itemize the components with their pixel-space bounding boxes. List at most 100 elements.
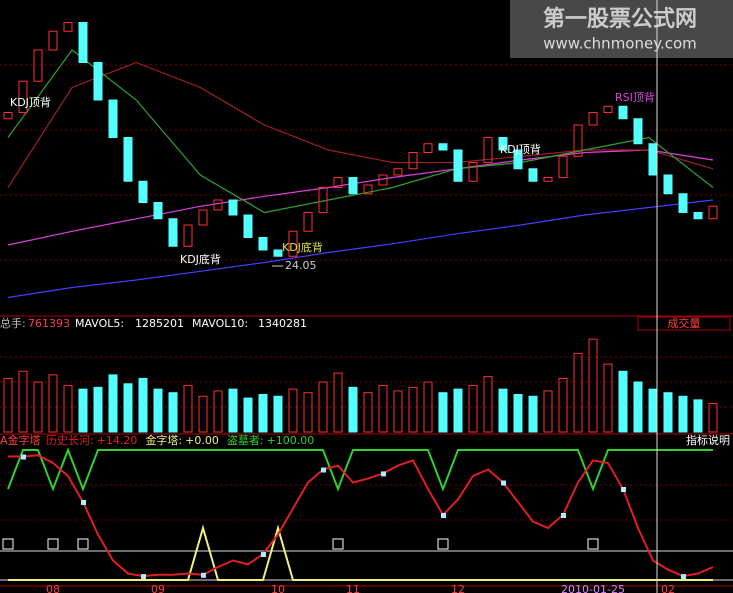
candle [138,180,148,203]
indicator-line [8,524,713,581]
indicator-title: A金字塔 [0,433,41,447]
candle [513,149,523,170]
volume-bar [33,381,43,433]
volume-bar [648,388,658,433]
volume-bar [423,381,433,433]
candle [543,177,553,182]
volume-bar [93,386,103,433]
annotation: KDJ底背 [180,252,221,266]
annotation: KDJ底背 [282,240,323,254]
volume-bar [663,392,673,433]
point-marker [381,471,386,477]
volume-bar [288,388,298,433]
point-marker [141,574,146,580]
candle [483,137,493,163]
volume-bar [108,374,118,433]
volume-bar [198,395,208,433]
candle [438,143,448,151]
volume-header: 761393 [28,317,70,330]
annotation: RSI顶背 [615,90,655,104]
candle [648,143,658,176]
candle [123,137,133,182]
volume-bar [483,376,493,433]
candle [378,174,388,186]
signal-marker [47,538,59,550]
series-value: +0.00 [185,434,219,447]
volume-bar [348,386,358,433]
date-label: 09 [151,583,165,593]
series-name: 历史长河: [46,434,94,447]
point-marker [321,467,326,473]
candle [393,168,403,176]
volume-bar [678,395,688,433]
volume-bar [168,392,178,433]
candle [258,237,268,251]
point-marker [681,574,686,580]
volume-bar [453,388,463,433]
volume-bar [498,388,508,433]
indicator-box[interactable] [637,316,731,331]
series-name: 金字塔: [145,433,182,447]
candle [198,209,208,226]
date-label: 12 [451,583,465,593]
candle [453,149,463,182]
volume-header: 总手: [0,316,26,330]
moving-average [7,49,714,214]
volume-bar [243,397,253,433]
volume-bar [48,374,58,433]
moving-average [7,149,714,246]
annotation: KDJ顶背 [500,142,541,156]
signal-marker [587,538,599,550]
moving-average [7,199,714,299]
candle [243,214,253,238]
volume-bar [633,381,643,433]
candle [603,105,613,113]
candle [3,112,13,120]
candle [153,202,163,220]
candle [423,143,433,153]
candle [78,22,88,63]
volume-header: 1340281 [258,317,307,330]
volume-bar [228,388,238,433]
candle [48,30,58,51]
volume-bar [543,390,553,433]
candle [33,49,43,82]
candle [228,199,238,216]
volume-bar [438,392,448,433]
series-name: 盗墓者: [227,434,264,447]
candle [693,212,703,220]
volume-bar [333,372,343,433]
date-label: 10 [271,583,285,593]
date-label: 02 [661,583,675,593]
signal-marker [77,538,89,550]
point-marker [261,552,266,557]
candle [633,118,643,145]
candle [468,162,478,182]
indicator-line [8,454,714,578]
point-marker [441,513,446,518]
series-value: +100.00 [267,434,315,447]
candle [363,184,373,195]
candle [408,152,418,170]
date-label: 11 [346,583,360,593]
volume-bar [123,383,133,433]
volume-bar [708,402,718,433]
candle [678,193,688,213]
volume-bar [588,338,598,433]
volume-bar [303,392,313,433]
candle [333,177,343,188]
indicator-name: 成交量 [668,316,701,330]
date-label: 2010-01-25 [561,583,625,593]
point-marker [501,480,506,486]
volume-bar [618,370,628,433]
volume-bar [573,352,583,433]
candle [63,22,73,32]
volume-bar [18,370,28,433]
volume-bar [693,399,703,433]
candle [558,155,568,178]
candle [108,99,118,138]
candle [588,112,598,126]
indicator-line [7,447,713,492]
signal-marker [332,538,344,550]
